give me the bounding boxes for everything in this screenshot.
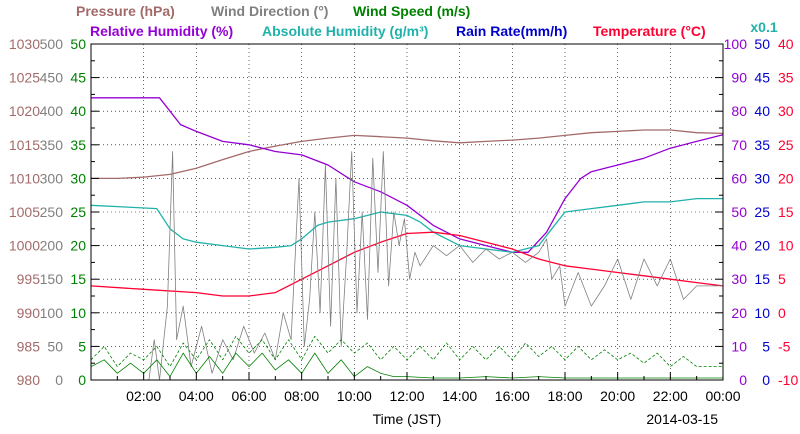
legend-entry: Pressure (hPa) bbox=[76, 3, 175, 19]
y-tick-label-pressure: 980 bbox=[17, 372, 41, 388]
y-tick-label-wind-speed: 5 bbox=[78, 338, 86, 354]
y-tick-label-temperature: 5 bbox=[778, 271, 786, 287]
legend-entry: Rain Rate(mm/h) bbox=[456, 23, 567, 39]
y-tick-label-humidity: 10 bbox=[731, 338, 747, 354]
x-tick-label: 14:00 bbox=[442, 388, 477, 404]
y-tick-label-wind-direction: 450 bbox=[40, 70, 64, 86]
x-tick-label: 16:00 bbox=[495, 388, 530, 404]
y-tick-label-pressure: 1015 bbox=[9, 137, 40, 153]
x-tick-label: 12:00 bbox=[389, 388, 424, 404]
x-tick-label: 02:00 bbox=[126, 388, 161, 404]
y-tick-label-wind-direction: 150 bbox=[40, 271, 64, 287]
y-tick-label-rain-rate: 20 bbox=[754, 238, 770, 254]
y-tick-label-pressure: 990 bbox=[17, 305, 41, 321]
y-tick-label-humidity: 20 bbox=[731, 305, 747, 321]
y-tick-label-wind-direction: 200 bbox=[40, 238, 64, 254]
y-tick-label-wind-direction: 300 bbox=[40, 170, 64, 186]
y-tick-label-wind-speed: 15 bbox=[70, 271, 86, 287]
y-tick-label-pressure: 1010 bbox=[9, 170, 40, 186]
y-tick-label-wind-speed: 10 bbox=[70, 305, 86, 321]
y-tick-label-wind-direction: 100 bbox=[40, 305, 64, 321]
y-tick-label-rain-rate: 45 bbox=[754, 70, 770, 86]
y-tick-label-rain-rate: 10 bbox=[754, 305, 770, 321]
y-tick-label-temperature: 0 bbox=[778, 305, 786, 321]
y-tick-label-pressure: 1020 bbox=[9, 103, 40, 119]
y-tick-label-pressure: 1000 bbox=[9, 238, 40, 254]
x-tick-label: 08:00 bbox=[284, 388, 319, 404]
x-tick-label: 06:00 bbox=[231, 388, 266, 404]
legend-entry: Wind Speed (m/s) bbox=[353, 3, 470, 19]
legend-entry: Absolute Humidity (g/m³) bbox=[262, 23, 428, 39]
y-tick-label-rain-rate: 15 bbox=[754, 271, 770, 287]
y-tick-label-wind-speed: 50 bbox=[70, 36, 86, 52]
y-tick-label-wind-direction: 400 bbox=[40, 103, 64, 119]
y-tick-label-wind-speed: 25 bbox=[70, 204, 86, 220]
y-tick-label-wind-direction: 350 bbox=[40, 137, 64, 153]
y-tick-label-humidity: 50 bbox=[731, 204, 747, 220]
y-tick-label-wind-speed: 40 bbox=[70, 103, 86, 119]
y-tick-label-pressure: 1005 bbox=[9, 204, 40, 220]
y-tick-label-pressure: 1030 bbox=[9, 36, 40, 52]
legend-entry: Relative Humidity (%) bbox=[90, 23, 233, 39]
y-tick-label-wind-direction: 50 bbox=[47, 338, 63, 354]
y-tick-label-temperature: -5 bbox=[778, 338, 791, 354]
y-tick-label-rain-rate: 50 bbox=[754, 36, 770, 52]
y-tick-label-wind-speed: 0 bbox=[78, 372, 86, 388]
y-tick-label-humidity: 80 bbox=[731, 103, 747, 119]
y-tick-label-wind-direction: 500 bbox=[40, 36, 64, 52]
x-axis-label: Time (JST) bbox=[373, 411, 442, 427]
y-tick-label-temperature: 35 bbox=[778, 70, 794, 86]
y-tick-label-wind-speed: 35 bbox=[70, 137, 86, 153]
series-line bbox=[91, 129, 724, 180]
y-tick-label-rain-rate: 25 bbox=[754, 204, 770, 220]
y-tick-label-humidity: 40 bbox=[731, 238, 747, 254]
x-axis: 02:00 04:00 06:00 08:00 10:00 12:00 14:00 16:00… bbox=[116, 372, 741, 404]
x-tick-label: 20:00 bbox=[600, 388, 635, 404]
series-line bbox=[91, 151, 723, 381]
y-tick-label-humidity: 60 bbox=[731, 170, 747, 186]
y-tick-label-pressure: 995 bbox=[17, 271, 41, 287]
y-tick-label-rain-rate: 0 bbox=[762, 372, 770, 388]
date-label: 2014-03-15 bbox=[646, 411, 718, 427]
legend-entry: Wind Direction (°) bbox=[211, 3, 328, 19]
y-axes: 1030102510201015101010051000995990985980… bbox=[9, 36, 799, 388]
y-tick-label-wind-direction: 250 bbox=[40, 204, 64, 220]
y-tick-label-temperature: 30 bbox=[778, 103, 794, 119]
y-tick-label-temperature: 15 bbox=[778, 204, 794, 220]
series-line bbox=[90, 197, 723, 253]
x-tick-label: 00:00 bbox=[705, 388, 740, 404]
y-tick-label-humidity: 0 bbox=[739, 372, 747, 388]
x-tick-label: 10:00 bbox=[337, 388, 372, 404]
legend: Pressure (hPa) Wind Direction (°) Wind Spe… bbox=[76, 3, 778, 39]
grid bbox=[91, 44, 723, 380]
series-line bbox=[90, 335, 723, 367]
y-tick-label-temperature: -10 bbox=[778, 372, 798, 388]
y-tick-label-temperature: 40 bbox=[778, 36, 794, 52]
y-tick-label-rain-rate: 5 bbox=[762, 338, 770, 354]
y-tick-label-humidity: 30 bbox=[731, 271, 747, 287]
x-tick-label: 04:00 bbox=[179, 388, 214, 404]
series-line bbox=[91, 97, 724, 253]
legend-entry: Temperature (°C) bbox=[593, 23, 706, 39]
y-tick-label-humidity: 100 bbox=[724, 36, 748, 52]
y-tick-label-rain-rate: 40 bbox=[754, 103, 770, 119]
y-tick-label-pressure: 1025 bbox=[9, 70, 40, 86]
y-tick-label-wind-direction: 0 bbox=[55, 372, 63, 388]
y-tick-label-wind-speed: 45 bbox=[70, 70, 86, 86]
y-tick-label-humidity: 90 bbox=[731, 70, 747, 86]
x-tick-label: 18:00 bbox=[547, 388, 582, 404]
y-tick-label-rain-rate: 30 bbox=[754, 170, 770, 186]
y-tick-label-wind-speed: 20 bbox=[70, 238, 86, 254]
y-tick-label-temperature: 20 bbox=[778, 170, 794, 186]
legend-multiplier: x0.1 bbox=[750, 19, 777, 35]
y-tick-label-humidity: 70 bbox=[731, 137, 747, 153]
y-tick-label-rain-rate: 35 bbox=[754, 137, 770, 153]
x-tick-label: 22:00 bbox=[653, 388, 688, 404]
y-tick-label-temperature: 25 bbox=[778, 137, 794, 153]
y-tick-label-temperature: 10 bbox=[778, 238, 794, 254]
y-tick-label-wind-speed: 30 bbox=[70, 170, 86, 186]
y-tick-label-pressure: 985 bbox=[17, 338, 41, 354]
